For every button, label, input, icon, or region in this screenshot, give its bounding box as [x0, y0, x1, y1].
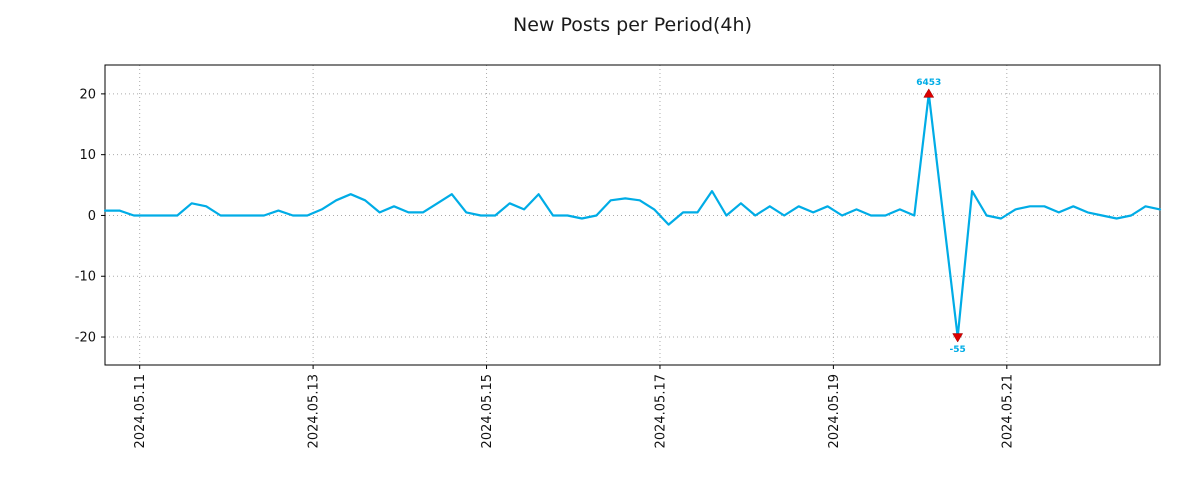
y-tick-label: 10 [79, 148, 96, 163]
chart-title: New Posts per Period(4h) [513, 14, 752, 36]
x-tick-label: 2024.05.15 [480, 374, 495, 448]
min-marker-icon [952, 333, 964, 343]
min-value-label: -55 [950, 345, 966, 355]
max-value-label: 6453 [916, 78, 941, 88]
y-tick-label: -20 [75, 331, 96, 346]
plot-border [104, 64, 1161, 366]
data-line [103, 92, 1162, 339]
y-tick-label: 0 [88, 209, 96, 224]
x-tick-label: 2024.05.21 [1000, 374, 1015, 448]
x-tick-label: 2024.05.17 [653, 374, 668, 448]
max-marker-icon [923, 88, 935, 98]
y-tick-label: 20 [79, 87, 96, 102]
x-tick-label: 2024.05.13 [307, 374, 322, 448]
x-tick-label: 2024.05.19 [827, 374, 842, 448]
y-tick-label: -10 [75, 270, 96, 285]
x-tick-label: 2024.05.11 [133, 374, 148, 448]
